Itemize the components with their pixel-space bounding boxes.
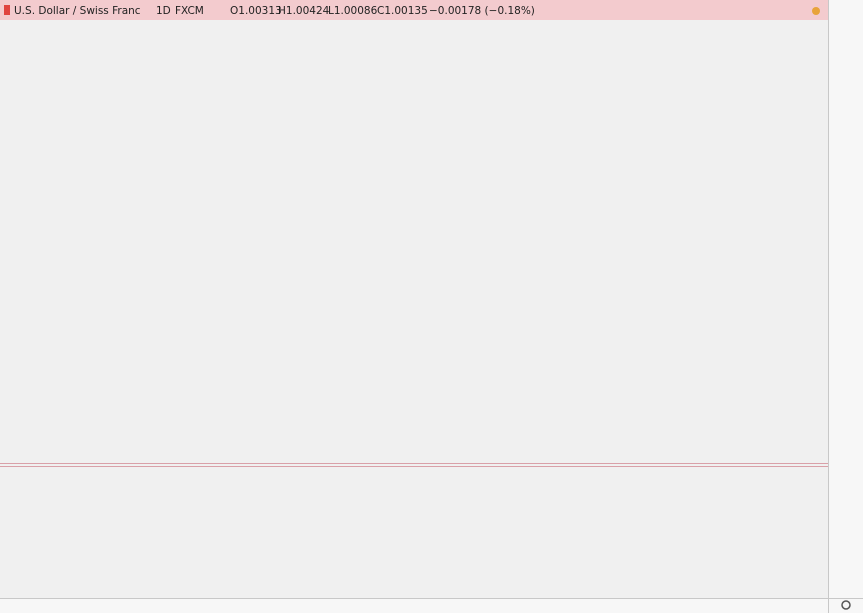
low-value: L1.00086 xyxy=(328,5,378,17)
symbol-icon xyxy=(4,5,10,15)
symbol: U.S. Dollar / Swiss Franc xyxy=(14,5,141,17)
source: FXCM xyxy=(175,5,204,17)
time-axis-bg xyxy=(0,598,863,613)
interval: 1D xyxy=(156,5,171,17)
alert-icon[interactable] xyxy=(812,7,820,15)
open-value: O1.00313 xyxy=(230,5,282,17)
change-value: −0.00178 (−0.18%) xyxy=(429,5,535,17)
close-value: C1.00135 xyxy=(377,5,428,17)
high-value: H1.00424 xyxy=(278,5,330,17)
header-bar xyxy=(0,0,828,20)
price-axis-bg xyxy=(828,0,863,613)
settings-icon[interactable] xyxy=(841,600,851,610)
